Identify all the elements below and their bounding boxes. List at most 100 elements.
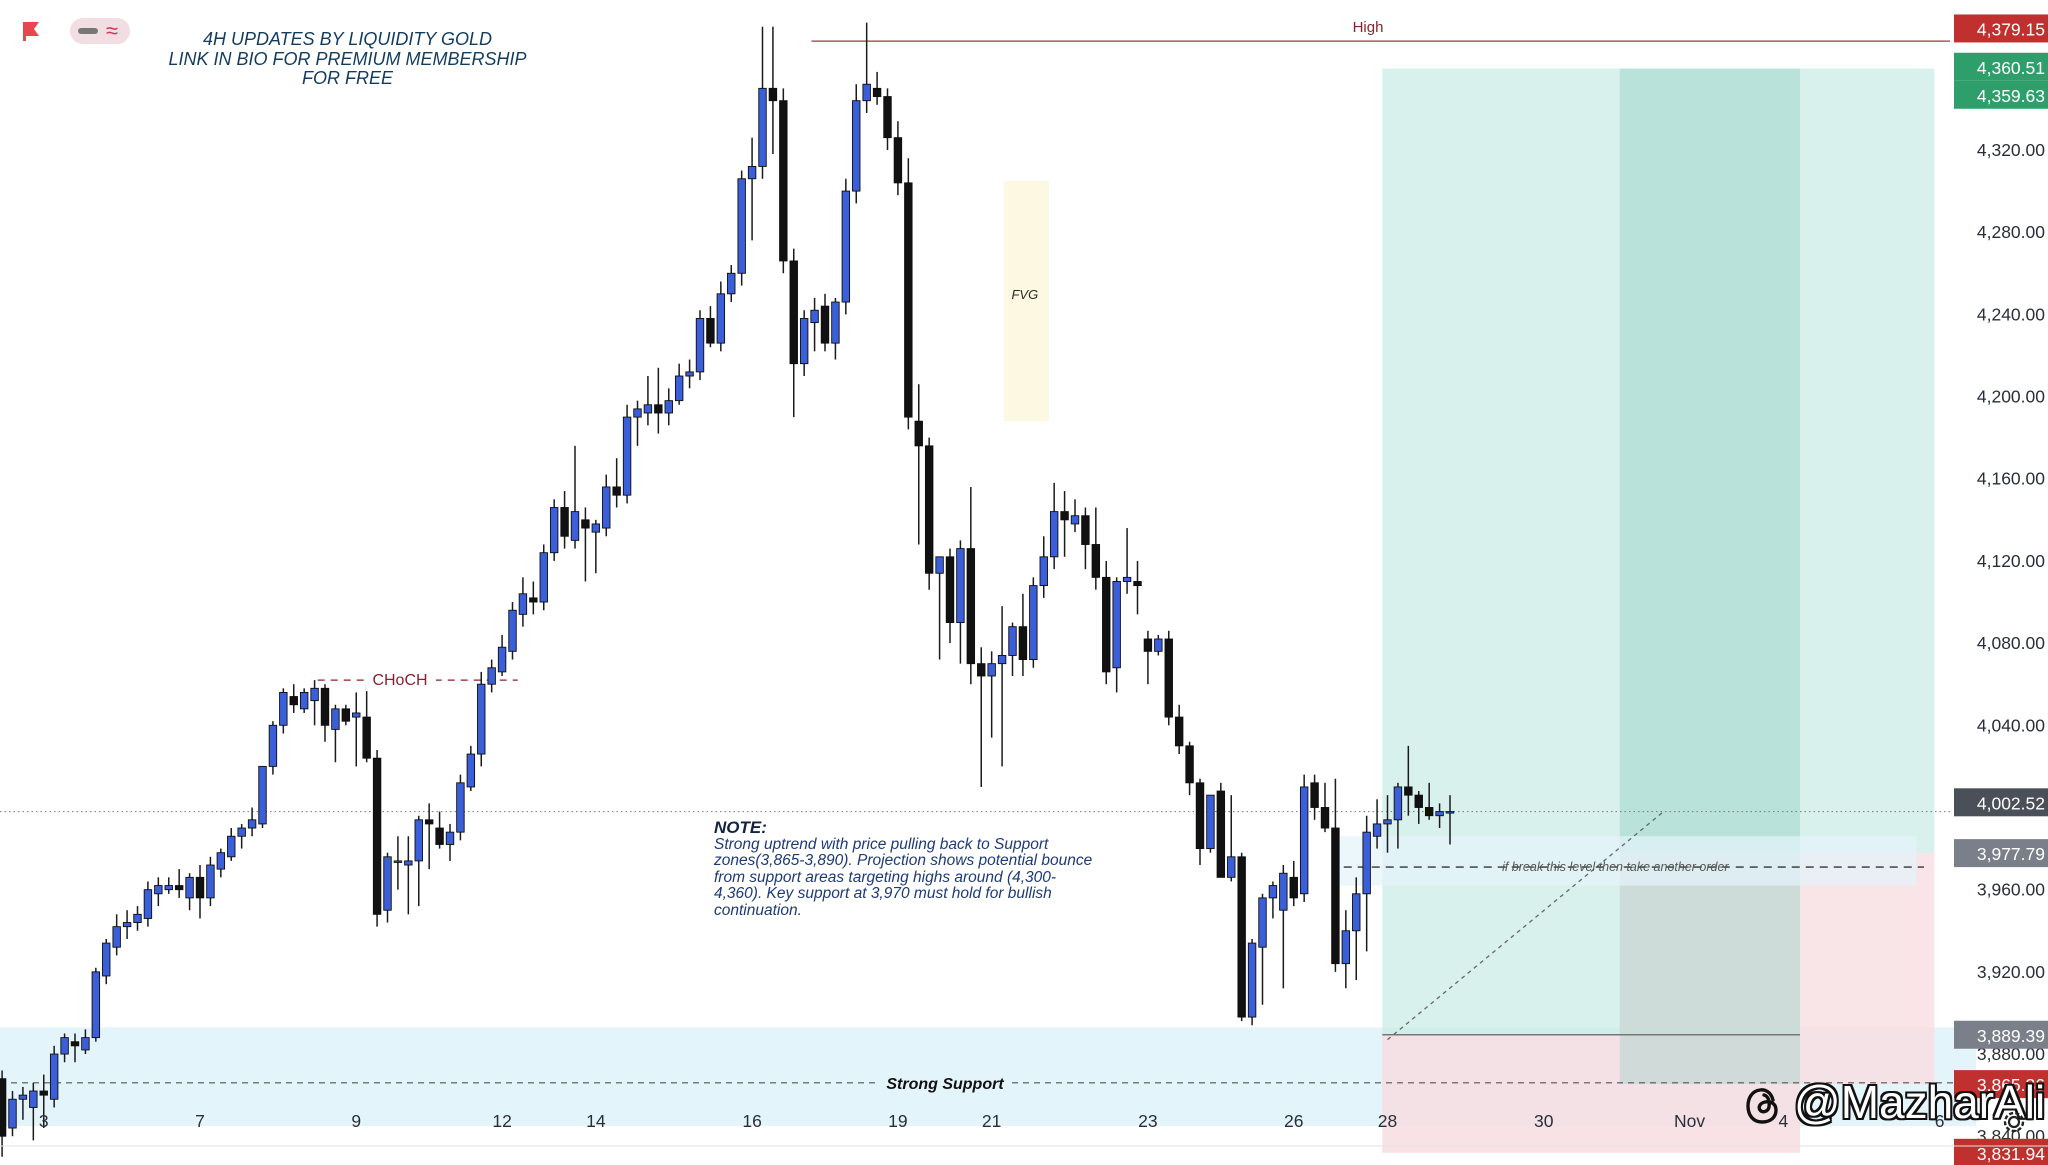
candle-body — [456, 782, 465, 833]
candle-body — [404, 860, 413, 866]
note-line-1: Strong uptrend with price pulling back t… — [714, 835, 1049, 853]
candle-body — [1008, 626, 1017, 656]
candle-body — [935, 556, 944, 574]
candle-body — [154, 885, 163, 895]
candle-body — [414, 819, 423, 862]
candle-body — [164, 885, 173, 891]
candle-body — [1091, 544, 1101, 578]
candle-body — [581, 519, 590, 529]
candle-body — [60, 1037, 69, 1055]
fvg-zone — [1004, 180, 1049, 422]
candle-body — [831, 301, 840, 344]
candle-body — [1195, 782, 1205, 850]
candle-body — [539, 552, 548, 603]
candle-body — [872, 87, 882, 98]
x-tick-label: 12 — [492, 1111, 511, 1131]
y-tick-label: 4,160.00 — [1977, 469, 2045, 489]
high-label: High — [1353, 19, 1384, 36]
y-tick-label: 4,320.00 — [1977, 140, 2045, 160]
candle-body — [258, 765, 267, 825]
note-line-5: continuation. — [714, 901, 802, 919]
y-tick-label: 4,040.00 — [1977, 715, 2045, 735]
candle-body — [768, 87, 778, 102]
stop-loss-zone-2 — [1619, 853, 1935, 1085]
candle-body — [1154, 638, 1163, 652]
candle-body — [956, 548, 965, 624]
candle-body — [695, 318, 705, 373]
candle-body — [549, 507, 559, 554]
candle-body — [622, 416, 632, 496]
candle-body — [1310, 782, 1319, 808]
y-tick-label: 4,200.00 — [1977, 387, 2045, 407]
candle-body — [39, 1090, 48, 1096]
candle-body — [852, 100, 861, 192]
drawing-tools-pill[interactable]: ≈ — [70, 18, 130, 44]
candle-body — [331, 708, 340, 730]
candle-body — [497, 646, 507, 673]
candle-body — [914, 420, 923, 447]
candle-body — [674, 375, 684, 402]
flag-icon[interactable] — [22, 21, 40, 41]
wave-icon: ≈ — [106, 18, 119, 43]
price-tag-label: 4,360.51 — [1977, 58, 2045, 78]
candle-body — [1268, 885, 1278, 899]
candle-body — [904, 182, 913, 418]
minus-icon — [78, 28, 98, 34]
candle-body — [997, 654, 1007, 665]
candle-body — [977, 663, 986, 677]
candle-body — [654, 404, 663, 414]
candle-body — [195, 876, 205, 899]
price-tag-label: 3,889.39 — [1977, 1026, 2045, 1046]
candle-body — [747, 165, 757, 180]
candle-body — [320, 687, 330, 726]
candle-body — [299, 691, 309, 710]
candle-body — [310, 687, 319, 702]
note-title: NOTE: — [714, 818, 767, 837]
chart-header-text: 4H UPDATES BY LIQUIDITY GOLD LINK IN BIO… — [150, 29, 545, 89]
x-tick-label: Nov — [1674, 1111, 1705, 1131]
price-tag-label: 3,831.94 — [1977, 1144, 2045, 1164]
candle-body — [1206, 794, 1215, 850]
break-level-zone — [1338, 836, 1917, 886]
price-tag — [1954, 14, 2048, 43]
candle-body — [862, 83, 871, 102]
fvg-label: FVG — [1011, 287, 1038, 302]
candle-body — [820, 305, 830, 344]
candle-body — [737, 178, 746, 274]
candle-body — [341, 708, 351, 722]
watermark: @MazharAli — [1744, 1078, 2045, 1126]
candle-body — [1143, 638, 1153, 652]
candle-body — [133, 913, 142, 923]
candle-body — [279, 691, 288, 726]
candle-body — [602, 486, 611, 529]
trend-line — [1387, 811, 1664, 1041]
choch-label: CHoCH — [372, 672, 427, 689]
break-level-label: if break this level then take another or… — [1502, 860, 1729, 874]
candle-body — [643, 404, 653, 414]
note-line-2: zones(3,865-3,890). Projection shows pot… — [714, 852, 1093, 869]
candle-body — [268, 724, 278, 767]
candle-body — [393, 860, 403, 863]
candle-body — [49, 1053, 59, 1100]
candle-body — [1331, 827, 1340, 965]
settings-gear-icon[interactable] — [2000, 1108, 2028, 1136]
price-tag — [1954, 80, 2048, 109]
overlap-zone — [1619, 68, 1800, 1085]
candle-body — [435, 827, 444, 845]
candle-body — [1122, 576, 1132, 582]
candle-body — [216, 852, 226, 870]
candle-body — [1393, 786, 1403, 821]
x-tick-label: 19 — [888, 1111, 907, 1131]
candle-body — [810, 309, 819, 324]
candle-body — [487, 667, 496, 685]
price-tag — [1954, 839, 2048, 868]
x-tick-label: 7 — [195, 1111, 205, 1131]
candle-body — [1060, 511, 1069, 521]
y-tick-label: 4,120.00 — [1977, 551, 2045, 571]
candle-body — [1185, 745, 1194, 784]
candle-body — [227, 835, 236, 858]
x-tick-label: 30 — [1534, 1111, 1554, 1131]
note-line-3: from support areas targeting highs aroun… — [714, 868, 1057, 886]
x-tick-label: 28 — [1378, 1111, 1397, 1131]
